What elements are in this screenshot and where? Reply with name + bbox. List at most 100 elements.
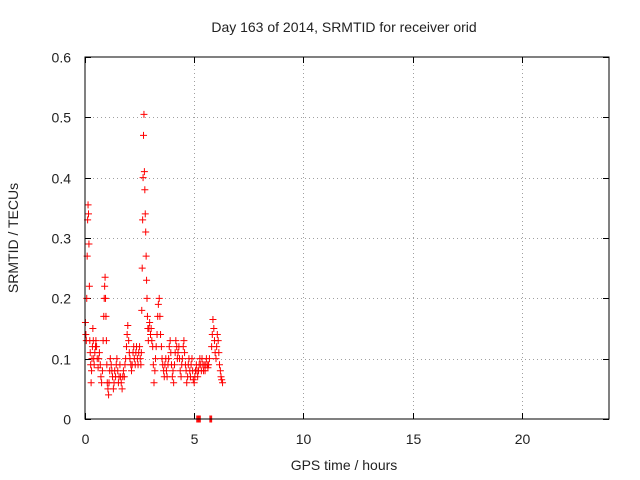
data-point <box>85 240 93 248</box>
y-tick-labels: 0 0.1 0.2 0.3 0.4 0.5 0.6 <box>52 50 72 428</box>
data-point <box>117 379 125 387</box>
data-point <box>146 318 154 326</box>
data-point <box>150 379 158 387</box>
x-tick-labels: 0 5 10 15 20 <box>82 431 531 447</box>
data-point <box>141 186 149 194</box>
data-point <box>147 331 154 339</box>
x-tick-label: 20 <box>515 431 531 447</box>
data-point <box>121 361 129 369</box>
data-point <box>213 343 221 351</box>
data-point <box>214 337 222 345</box>
data-point <box>216 367 224 375</box>
data-point <box>138 264 146 272</box>
data-point <box>140 131 148 139</box>
data-point <box>82 331 90 339</box>
data-point <box>120 373 128 381</box>
data-point <box>96 361 104 369</box>
data-point <box>157 331 165 339</box>
data-points <box>81 110 227 423</box>
data-point <box>148 337 156 345</box>
data-point <box>180 337 188 345</box>
grid <box>85 57 609 419</box>
x-axis-label: GPS time / hours <box>291 457 398 473</box>
data-point <box>218 376 226 384</box>
data-point <box>189 376 197 384</box>
data-point <box>95 349 103 357</box>
y-tick-label: 0 <box>63 412 71 428</box>
data-point <box>105 391 113 399</box>
y-tick-label: 0.2 <box>52 291 72 307</box>
data-point <box>101 282 109 290</box>
data-point <box>205 361 213 369</box>
chart-title: Day 163 of 2014, SRMTID for receiver ori… <box>211 19 476 35</box>
data-point <box>140 110 148 118</box>
data-point <box>171 361 179 369</box>
data-point <box>169 367 177 375</box>
data-point <box>162 367 170 375</box>
data-point <box>140 168 148 176</box>
data-point <box>179 343 187 351</box>
data-point <box>209 315 217 323</box>
y-tick-label: 0.5 <box>52 110 72 126</box>
data-point <box>87 379 95 387</box>
data-point <box>93 343 101 351</box>
data-point <box>101 273 109 281</box>
data-point <box>85 282 93 290</box>
data-point <box>181 349 189 357</box>
data-point <box>170 379 178 387</box>
data-point <box>98 367 106 375</box>
data-point <box>201 367 209 375</box>
data-point <box>106 355 114 363</box>
data-point <box>154 300 162 308</box>
data-point <box>137 361 145 369</box>
x-tick-label: 5 <box>191 431 199 447</box>
data-point <box>165 355 173 363</box>
data-point <box>215 361 223 369</box>
data-point <box>156 312 164 320</box>
data-point <box>125 337 133 345</box>
data-point <box>138 306 146 314</box>
data-point <box>118 385 126 393</box>
data-point <box>190 379 198 387</box>
y-axis-label: SRMTID / TECUs <box>5 183 21 293</box>
data-point <box>210 325 218 332</box>
data-point <box>183 379 191 387</box>
data-point <box>142 252 150 260</box>
data-point <box>83 294 91 302</box>
data-point <box>188 355 196 363</box>
data-point <box>177 373 185 381</box>
data-point <box>174 349 182 357</box>
data-point <box>142 228 150 236</box>
data-point <box>217 373 225 381</box>
data-point <box>102 312 110 320</box>
x-tick-label: 10 <box>296 431 312 447</box>
x-tick-label: 0 <box>82 431 90 447</box>
data-point <box>95 355 103 363</box>
data-point <box>212 355 220 363</box>
y-tick-label: 0.3 <box>52 231 72 247</box>
data-point <box>124 321 132 329</box>
x-tick-label: 15 <box>406 431 422 447</box>
data-point <box>149 361 157 369</box>
data-point <box>152 355 160 363</box>
data-point <box>143 312 151 320</box>
data-point <box>168 373 176 381</box>
y-tick-label: 0.6 <box>52 50 72 66</box>
data-point <box>109 385 117 393</box>
data-point <box>122 343 130 351</box>
data-point <box>204 364 212 372</box>
data-point <box>88 367 96 375</box>
data-point <box>92 337 100 345</box>
data-point <box>172 337 180 345</box>
data-point <box>84 210 92 218</box>
data-point <box>143 276 151 284</box>
data-point <box>139 174 147 182</box>
data-point <box>205 355 213 363</box>
data-point <box>178 355 186 363</box>
y-tick-label: 0.1 <box>52 352 72 368</box>
plot-frame <box>84 56 610 420</box>
data-point <box>151 367 159 375</box>
data-point <box>102 294 110 302</box>
